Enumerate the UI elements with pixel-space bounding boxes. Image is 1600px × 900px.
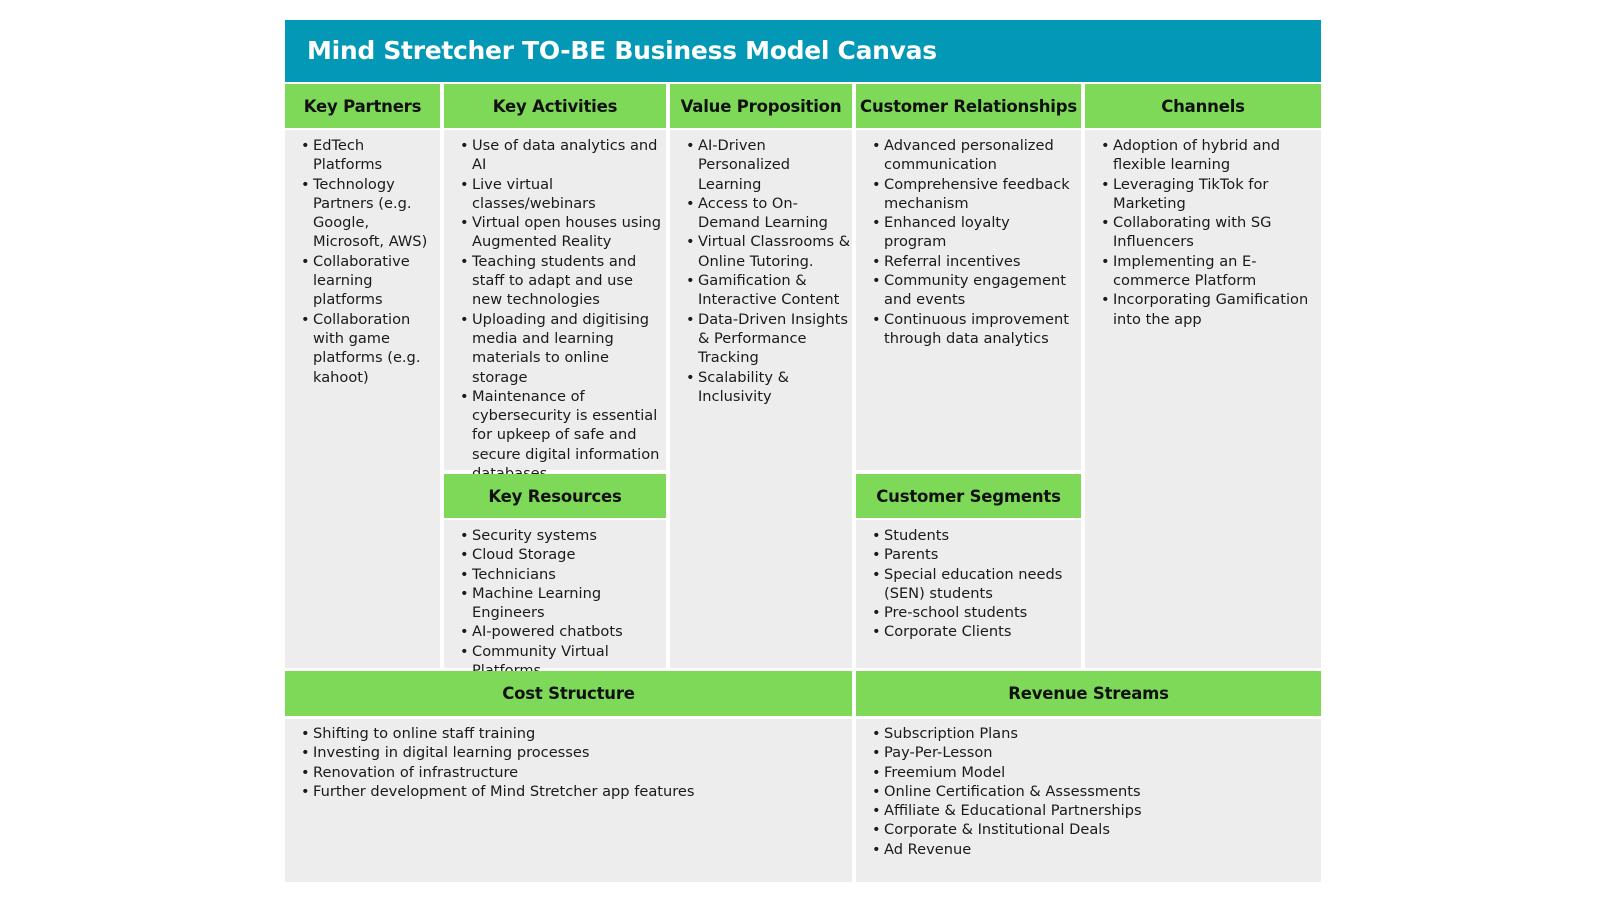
revenue-streams-header: Revenue Streams: [856, 671, 1321, 716]
key-partners-title: Key Partners: [303, 96, 422, 116]
list-item: Corporate Clients: [872, 622, 1076, 642]
list-item: AI-powered chatbots: [460, 622, 664, 642]
key-activities-header: Key Activities: [444, 84, 666, 128]
key-resources-list: Security systemsCloud StorageTechnicians…: [460, 526, 664, 680]
key-resources-title: Key Resources: [488, 486, 622, 506]
list-item: Maintenance of cybersecurity is essentia…: [460, 387, 664, 483]
key-partners-header: Key Partners: [285, 84, 440, 128]
list-item: Machine Learning Engineers: [460, 584, 664, 623]
channels-title: Channels: [1161, 96, 1245, 116]
list-item: Community engagement and events: [872, 271, 1076, 310]
list-item: Subscription Plans: [872, 724, 1312, 744]
customer-segments-list: StudentsParentsSpecial education needs (…: [872, 526, 1076, 642]
list-item: Affiliate & Educational Partnerships: [872, 801, 1312, 821]
key-resources-header: Key Resources: [444, 474, 666, 518]
cost-structure-title: Cost Structure: [502, 684, 635, 703]
list-item: Collaborating with SG Influencers: [1101, 213, 1319, 252]
list-item: Collaboration with game platforms (e.g. …: [301, 310, 437, 387]
value-proposition-header: Value Proposition: [670, 84, 852, 128]
customer-relationships-title: Customer Relationships: [860, 96, 1077, 116]
list-item: Special education needs (SEN) students: [872, 565, 1076, 604]
customer-relationships-box: Advanced personalized communicationCompr…: [856, 130, 1081, 470]
list-item: Students: [872, 526, 1076, 546]
list-item: Parents: [872, 545, 1076, 565]
customer-relationships-header: Customer Relationships: [856, 84, 1081, 128]
key-activities-list: Use of data analytics and AILive virtual…: [460, 136, 664, 483]
list-item: Investing in digital learning processes: [301, 743, 841, 763]
list-item: Shifting to online staff training: [301, 724, 841, 744]
list-item: Adoption of hybrid and flexible learning: [1101, 136, 1319, 175]
channels-list: Adoption of hybrid and flexible learning…: [1101, 136, 1319, 329]
value-proposition-list: AI-Driven Personalized LearningAccess to…: [686, 136, 852, 406]
cost-structure-list: Shifting to online staff trainingInvesti…: [301, 724, 841, 801]
list-item: Collaborative learning platforms: [301, 252, 437, 310]
customer-segments-title: Customer Segments: [876, 486, 1061, 506]
list-item: Use of data analytics and AI: [460, 136, 664, 175]
list-item: Access to On-Demand Learning: [686, 194, 852, 233]
list-item: Pre-school students: [872, 603, 1076, 623]
list-item: Online Certification & Assessments: [872, 782, 1312, 802]
list-item: Technology Partners (e.g. Google, Micros…: [301, 175, 437, 252]
list-item: Live virtual classes/webinars: [460, 175, 664, 214]
list-item: AI-Driven Personalized Learning: [686, 136, 852, 194]
key-partners-box: EdTech PlatformsTechnology Partners (e.g…: [285, 130, 440, 668]
list-item: Uploading and digitising media and learn…: [460, 310, 664, 387]
value-proposition-box: AI-Driven Personalized LearningAccess to…: [670, 130, 852, 668]
canvas-title: Mind Stretcher TO-BE Business Model Canv…: [307, 36, 937, 65]
list-item: Virtual open houses using Augmented Real…: [460, 213, 664, 252]
list-item: Continuous improvement through data anal…: [872, 310, 1076, 349]
revenue-streams-title: Revenue Streams: [1008, 684, 1169, 703]
list-item: Teaching students and staff to adapt and…: [460, 252, 664, 310]
list-item: Technicians: [460, 565, 664, 585]
list-item: Pay-Per-Lesson: [872, 743, 1312, 763]
list-item: Corporate & Institutional Deals: [872, 820, 1312, 840]
list-item: Cloud Storage: [460, 545, 664, 565]
list-item: Gamification & Interactive Content: [686, 271, 852, 310]
customer-relationships-list: Advanced personalized communicationCompr…: [872, 136, 1076, 348]
key-activities-box: Use of data analytics and AILive virtual…: [444, 130, 666, 482]
list-item: Data-Driven Insights & Performance Track…: [686, 310, 852, 368]
list-item: Scalability & Inclusivity: [686, 368, 852, 407]
channels-box: Adoption of hybrid and flexible learning…: [1085, 130, 1321, 668]
list-item: Referral incentives: [872, 252, 1076, 272]
cost-structure-box: Shifting to online staff trainingInvesti…: [285, 719, 852, 882]
list-item: Comprehensive feedback mechanism: [872, 175, 1076, 214]
customer-segments-box: StudentsParentsSpecial education needs (…: [856, 520, 1081, 668]
list-item: Implementing an E-commerce Platform: [1101, 252, 1319, 291]
list-item: Renovation of infrastructure: [301, 763, 841, 783]
list-item: Further development of Mind Stretcher ap…: [301, 782, 841, 802]
cost-structure-header: Cost Structure: [285, 671, 852, 716]
empty-sub-bullet: ○: [484, 448, 491, 459]
revenue-streams-box: Subscription PlansPay-Per-LessonFreemium…: [856, 719, 1321, 882]
customer-segments-header: Customer Segments: [856, 474, 1081, 518]
list-item: Virtual Classrooms & Online Tutoring.: [686, 232, 852, 271]
key-activities-title: Key Activities: [492, 96, 618, 116]
list-item: Incorporating Gamification into the app: [1101, 290, 1319, 329]
key-resources-box: Security systemsCloud StorageTechnicians…: [444, 520, 666, 679]
list-item: Advanced personalized communication: [872, 136, 1076, 175]
channels-header: Channels: [1085, 84, 1321, 128]
key-partners-list: EdTech PlatformsTechnology Partners (e.g…: [301, 136, 437, 387]
revenue-streams-list: Subscription PlansPay-Per-LessonFreemium…: [872, 724, 1312, 859]
value-proposition-title: Value Proposition: [680, 96, 842, 116]
list-item: Enhanced loyalty program: [872, 213, 1076, 252]
list-item: Leveraging TikTok for Marketing: [1101, 175, 1319, 214]
list-item: Freemium Model: [872, 763, 1312, 783]
title-bar: Mind Stretcher TO-BE Business Model Canv…: [285, 20, 1321, 82]
list-item: EdTech Platforms: [301, 136, 437, 175]
list-item: Ad Revenue: [872, 840, 1312, 860]
list-item: Security systems: [460, 526, 664, 546]
